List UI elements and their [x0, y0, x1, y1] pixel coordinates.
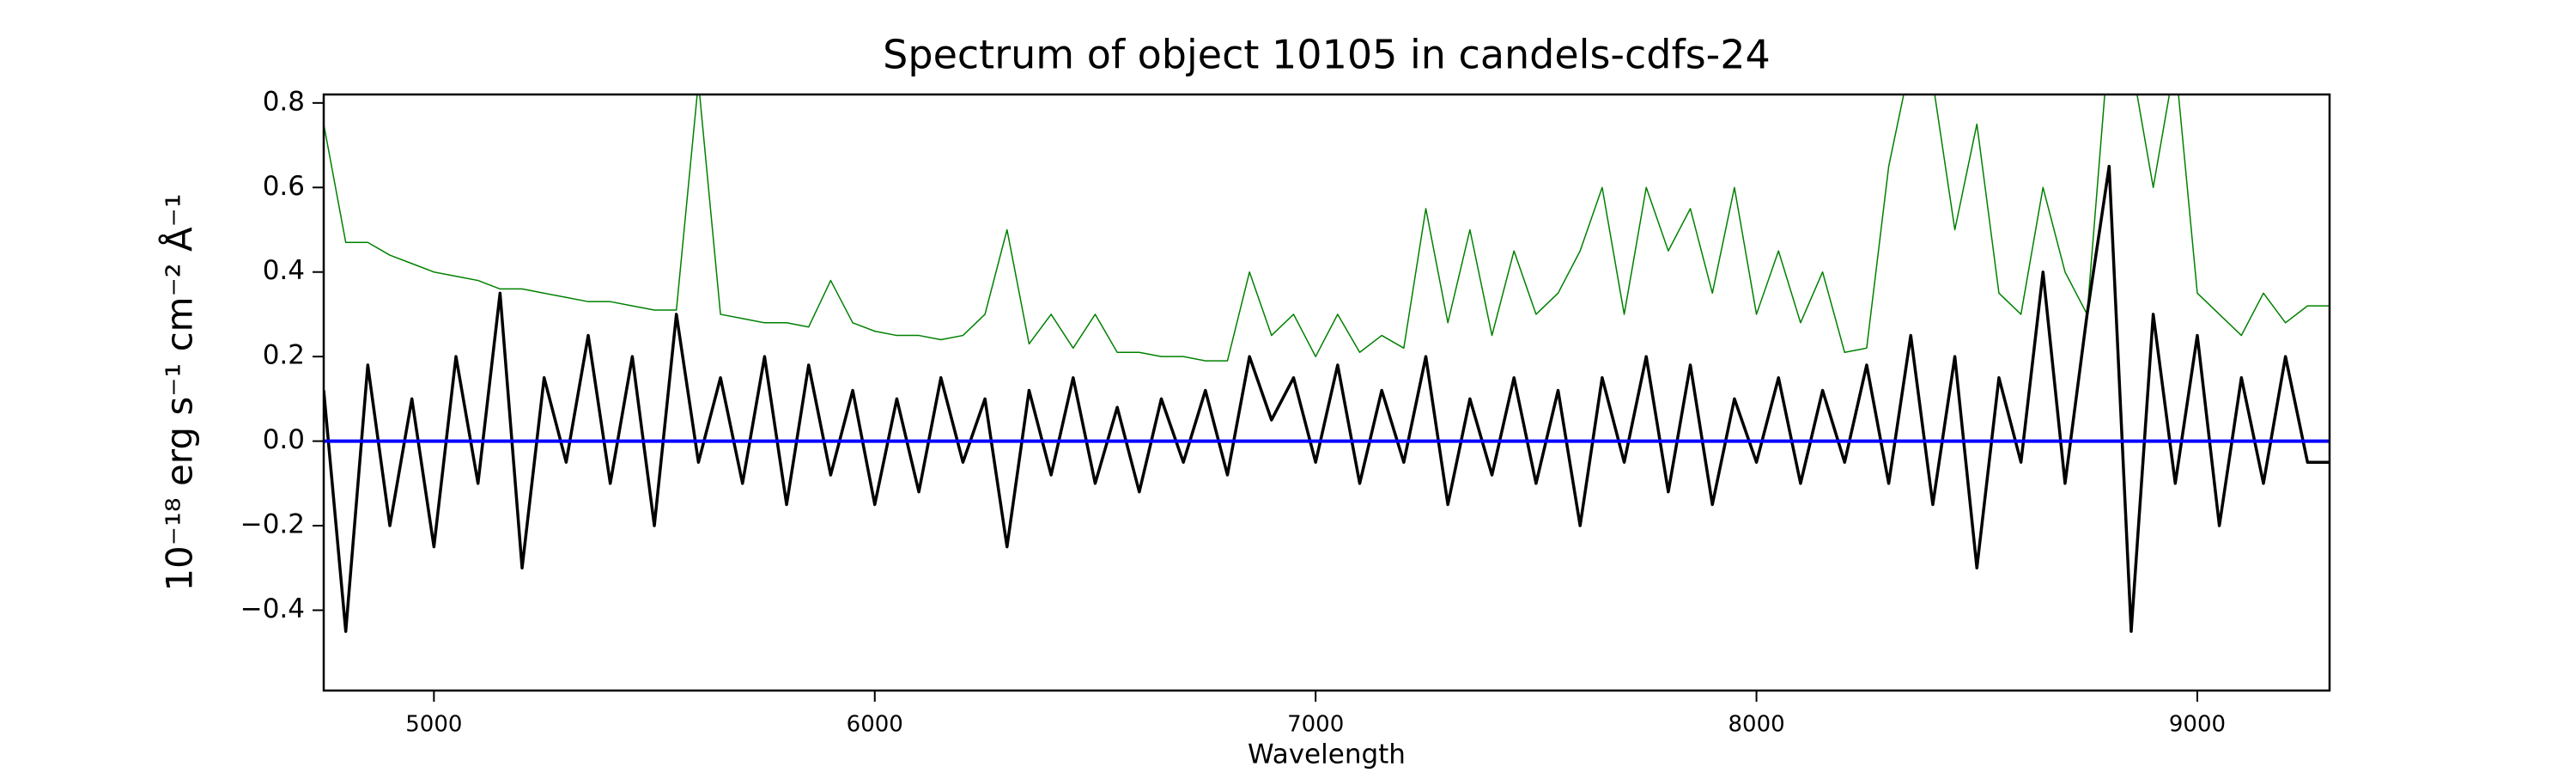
x-tick-label: 8000 [1728, 712, 1784, 738]
axes-frame [322, 93, 2331, 692]
y-tick-label: 0.8 [263, 86, 305, 117]
y-tick-label: −0.2 [240, 509, 305, 540]
y-tick-label: −0.4 [240, 593, 305, 624]
x-tick-label: 9000 [2169, 712, 2226, 738]
y-tick-label: 0.2 [263, 340, 305, 371]
y-tick-label: 0.4 [263, 255, 305, 286]
x-tick-label: 7000 [1287, 712, 1344, 738]
plot-area [324, 94, 2330, 633]
x-axis-label: Wavelength [1248, 740, 1406, 770]
series-line [324, 94, 2330, 362]
y-tick-label: 0.6 [263, 171, 305, 202]
x-tick-label: 5000 [405, 712, 462, 738]
y-axis-label: 10⁻¹⁸ erg s⁻¹ cm⁻² Å⁻¹ [158, 193, 201, 591]
series-line [324, 164, 2330, 633]
chart-title: Spectrum of object 10105 in candels-cdfs… [883, 32, 1771, 78]
x-tick-label: 6000 [847, 712, 903, 738]
y-tick-label: 0.0 [263, 424, 305, 455]
